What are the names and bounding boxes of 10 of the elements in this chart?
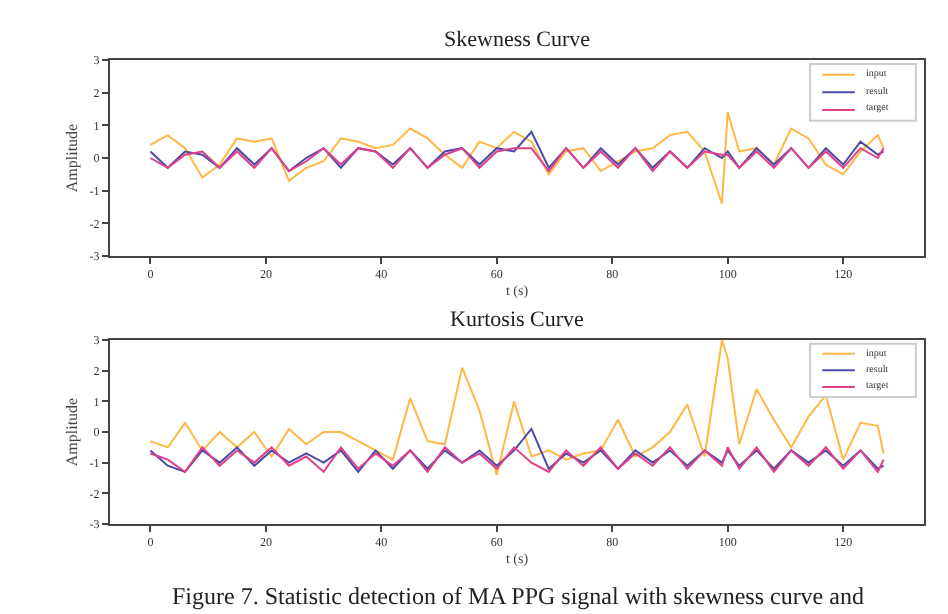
y-axis-title: Amplitude: [63, 396, 81, 467]
line-series: [149, 427, 885, 473]
caption: Figure 7. Statistic detection of MA PPG signal with skewness curve and: [172, 582, 864, 610]
chart-title: Skewness Curve: [444, 28, 591, 52]
chart-title: Kurtosis Curve: [450, 308, 585, 332]
line-series: [149, 446, 885, 473]
line-series: [149, 147, 885, 173]
line-series: [149, 340, 885, 476]
line-series: [149, 111, 885, 205]
y-axis-title: Amplitude: [63, 122, 81, 193]
